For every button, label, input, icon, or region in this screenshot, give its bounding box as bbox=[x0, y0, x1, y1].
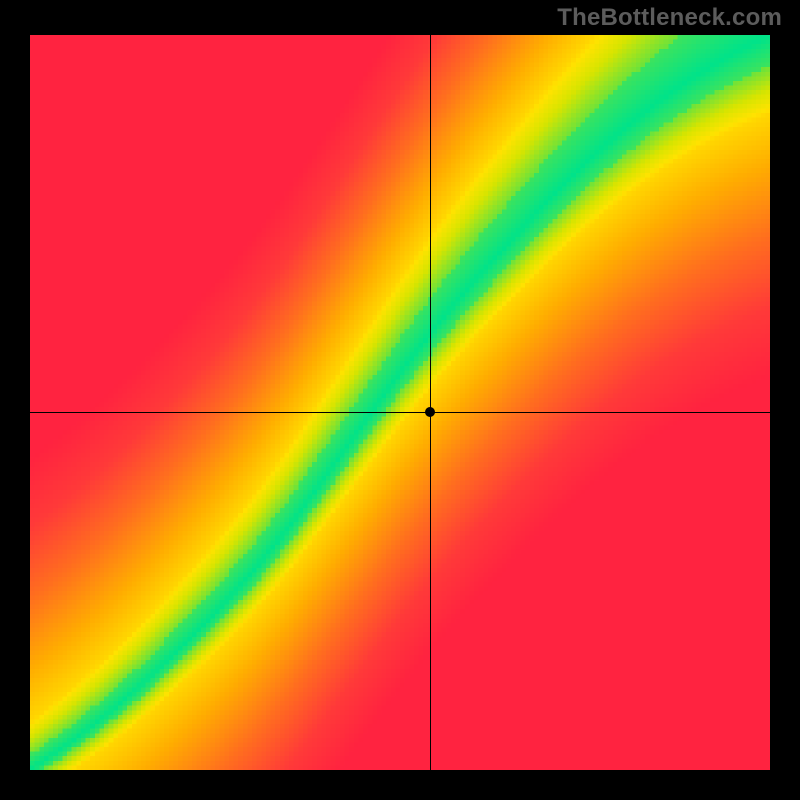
crosshair-horizontal bbox=[30, 412, 770, 413]
heatmap-canvas bbox=[30, 35, 770, 770]
attribution-label: TheBottleneck.com bbox=[557, 4, 782, 32]
heatmap-plot bbox=[30, 35, 770, 770]
crosshair-vertical bbox=[430, 35, 431, 770]
chart-frame: { "attribution": "TheBottleneck.com", "c… bbox=[0, 0, 800, 800]
